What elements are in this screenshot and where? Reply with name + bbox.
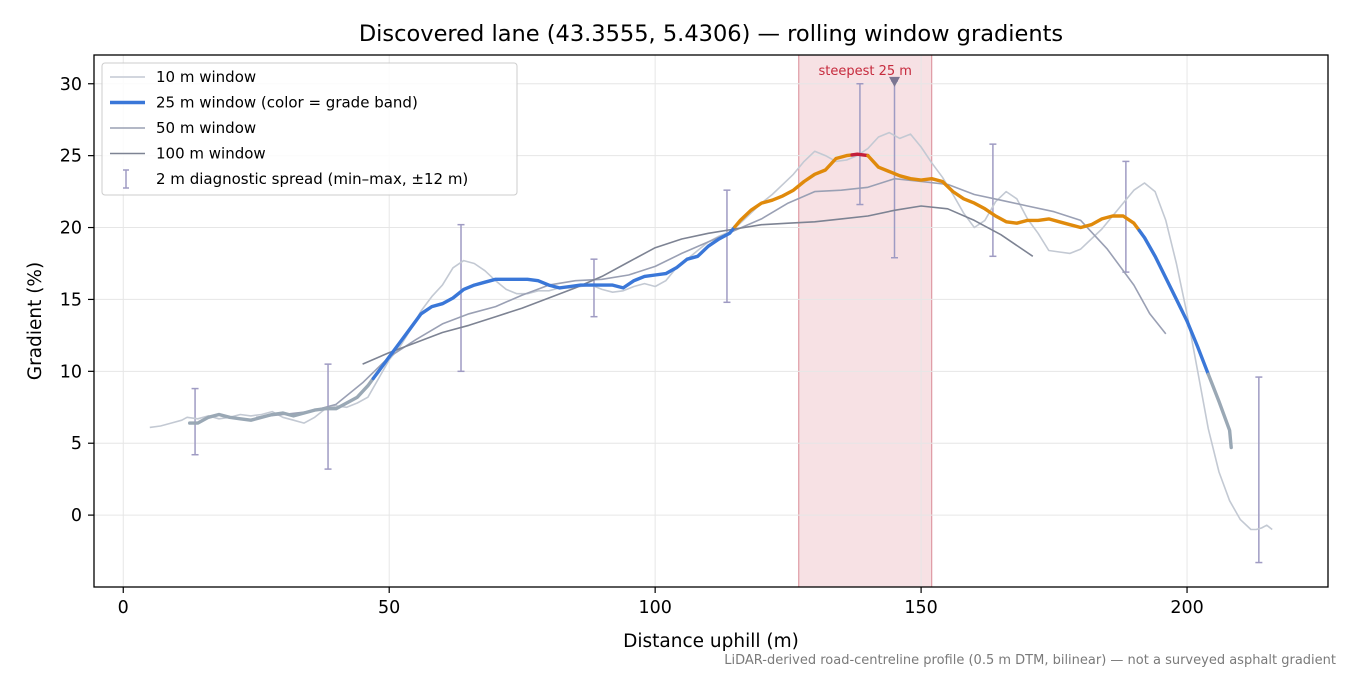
- legend-label: 100 m window: [156, 145, 266, 163]
- legend: 10 m window 25 m window (color = grade ba…: [101, 62, 518, 196]
- series-25m-segment-moderate: [1137, 228, 1210, 376]
- x-tick-label: 100: [638, 598, 671, 618]
- legend-entry: 100 m window: [110, 145, 266, 163]
- y-axis-label: Gradient (%): [25, 262, 46, 380]
- legend-box: [101, 62, 518, 196]
- grid: [94, 55, 1328, 587]
- legend-label: 2 m diagnostic spread (min–max, ±12 m): [156, 170, 468, 188]
- series-100m-window: [362, 205, 1034, 365]
- legend-entry: 25 m window (color = grade band): [110, 94, 418, 112]
- x-tick-label: 50: [378, 598, 400, 618]
- spread-bar: [590, 258, 598, 318]
- y-tick-label: 20: [60, 219, 82, 239]
- legend-entry: 2 m diagnostic spread (min–max, ±12 m): [123, 169, 468, 189]
- highlight-label: steepest 25 m: [819, 64, 912, 79]
- spread-bar: [1255, 376, 1263, 564]
- steepest-marker-triangle: [889, 76, 901, 87]
- legend-entry: 50 m window: [110, 119, 256, 137]
- spread-bar: [723, 189, 731, 304]
- x-axis-label: Distance uphill (m): [623, 631, 799, 652]
- series-25m-segment-moderate: [371, 225, 737, 381]
- legend-label: 10 m window: [156, 68, 256, 86]
- y-tick-label: 15: [60, 290, 82, 310]
- series-25m-segment-neutral: [1206, 372, 1233, 450]
- chart-title: Discovered lane (43.3555, 5.4306) — roll…: [359, 21, 1063, 47]
- y-tick-label: 30: [60, 75, 82, 95]
- spread-bar: [324, 363, 332, 470]
- plot-frame: [93, 54, 1329, 588]
- series-10m-window: [149, 131, 1273, 531]
- series-25m-segment-neutral: [188, 376, 375, 425]
- y-tick-label: 0: [71, 506, 82, 526]
- plot-area: steepest 25 m: [93, 54, 1329, 588]
- series-lines: [149, 131, 1273, 531]
- series-50m-window: [256, 177, 1167, 419]
- legend-entry: 10 m window: [110, 68, 256, 86]
- legend-label: 25 m window (color = grade band): [156, 94, 418, 112]
- spread-bar: [457, 223, 465, 373]
- series-25m-segment-extreme: [850, 152, 870, 158]
- y-tick-label: 25: [60, 147, 82, 167]
- steepest-marker: [889, 76, 901, 87]
- x-tick-label: 0: [118, 598, 129, 618]
- x-axis-ticks: 0 50 100 150 200: [118, 587, 1204, 618]
- spread-bar: [989, 143, 997, 258]
- highlight-band: [798, 54, 933, 588]
- spread-bar: [856, 83, 864, 206]
- x-tick-label: 150: [904, 598, 937, 618]
- y-tick-label: 10: [60, 362, 82, 382]
- series-25m-segment-steep: [733, 153, 854, 229]
- x-tick-label: 200: [1170, 598, 1203, 618]
- y-axis-ticks: 0 5 10 15 20 25 30: [60, 75, 94, 526]
- y-tick-label: 5: [71, 434, 82, 454]
- footnote: LiDAR-derived road-centreline profile (0…: [724, 653, 1336, 668]
- legend-label: 50 m window: [156, 119, 256, 137]
- series-25m-segment-steep: [866, 153, 1141, 233]
